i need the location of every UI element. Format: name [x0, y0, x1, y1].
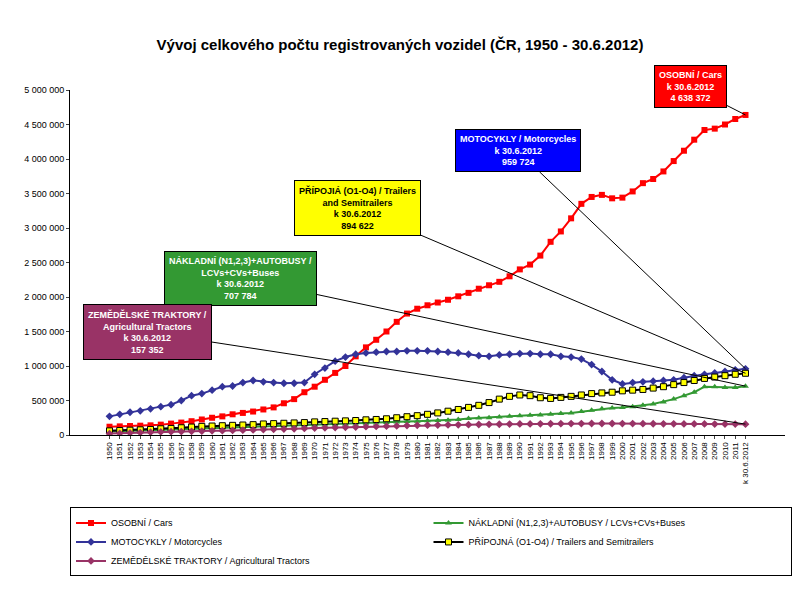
svg-text:1963: 1963: [238, 442, 247, 460]
svg-text:2008: 2008: [700, 442, 709, 460]
svg-text:2000: 2000: [618, 442, 627, 460]
svg-text:1984: 1984: [454, 442, 463, 460]
svg-text:1983: 1983: [444, 442, 453, 460]
svg-text:ZEMĚDĚLSKÉ TRAKTORY /Agricultu: ZEMĚDĚLSKÉ TRAKTORY /Agricultural Tracto…: [88, 309, 207, 355]
svg-text:1955: 1955: [156, 442, 165, 460]
svg-text:1968: 1968: [290, 442, 299, 460]
svg-text:4 000 000: 4 000 000: [24, 154, 64, 164]
svg-text:1991: 1991: [526, 442, 535, 460]
svg-text:1952: 1952: [126, 442, 135, 460]
svg-text:1958: 1958: [187, 442, 196, 460]
svg-text:1994: 1994: [556, 442, 565, 460]
svg-text:1989: 1989: [505, 442, 514, 460]
svg-text:1970: 1970: [310, 442, 319, 460]
svg-text:2009: 2009: [710, 442, 719, 460]
svg-text:1988: 1988: [495, 442, 504, 460]
svg-text:2006: 2006: [680, 442, 689, 460]
svg-text:2004: 2004: [659, 442, 668, 460]
svg-text:1998: 1998: [597, 442, 606, 460]
svg-text:ZEMĚDĚLSKÉ TRAKTORY / Agricult: ZEMĚDĚLSKÉ TRAKTORY / Agricultural Tract…: [111, 556, 310, 566]
svg-text:1995: 1995: [567, 442, 576, 460]
svg-text:1987: 1987: [485, 442, 494, 460]
svg-text:1967: 1967: [279, 442, 288, 460]
svg-text:2007: 2007: [690, 442, 699, 460]
svg-text:500 000: 500 000: [32, 396, 65, 406]
svg-text:4 500 000: 4 500 000: [24, 120, 64, 130]
svg-text:1956: 1956: [167, 442, 176, 460]
svg-text:1992: 1992: [536, 442, 545, 460]
svg-text:PŘÍPOJNÁ (O1-O4) / Trailers an: PŘÍPOJNÁ (O1-O4) / Trailers and Semitrai…: [469, 537, 655, 547]
svg-text:1954: 1954: [146, 442, 155, 460]
svg-text:1960: 1960: [208, 442, 217, 460]
svg-text:1985: 1985: [464, 442, 473, 460]
svg-text:3 500 000: 3 500 000: [24, 189, 64, 199]
svg-text:1969: 1969: [300, 442, 309, 460]
svg-text:NÁKLADNÍ (N1,2,3)+AUTOBUSY / L: NÁKLADNÍ (N1,2,3)+AUTOBUSY / LCVs+CVs+Bu…: [469, 518, 686, 528]
svg-text:2002: 2002: [639, 442, 648, 460]
svg-text:1950: 1950: [105, 442, 114, 460]
svg-text:1966: 1966: [269, 442, 278, 460]
svg-text:1999: 1999: [608, 442, 617, 460]
svg-text:2011: 2011: [731, 442, 740, 460]
svg-text:2005: 2005: [669, 442, 678, 460]
svg-text:1997: 1997: [587, 442, 596, 460]
svg-text:1973: 1973: [341, 442, 350, 460]
svg-text:1971: 1971: [321, 442, 330, 460]
svg-text:2 000 000: 2 000 000: [24, 292, 64, 302]
svg-text:k 30.6.2012: k 30.6.2012: [741, 442, 750, 484]
svg-text:1 000 000: 1 000 000: [24, 361, 64, 371]
svg-text:2010: 2010: [721, 442, 730, 460]
svg-text:1953: 1953: [136, 442, 145, 460]
svg-text:MOTOCYKLY / Motorcycles: MOTOCYKLY / Motorcycles: [111, 537, 223, 547]
svg-text:NÁKLADNÍ (N1,2,3)+AUTOBUSY /LC: NÁKLADNÍ (N1,2,3)+AUTOBUSY /LCVs+CVs+Bus…: [169, 256, 312, 301]
svg-text:1964: 1964: [249, 442, 258, 460]
svg-text:OSOBNÍ / Carsk 30.6.20124 638: OSOBNÍ / Carsk 30.6.20124 638 372: [659, 70, 722, 103]
svg-text:1975: 1975: [362, 442, 371, 460]
svg-text:MOTOCYKLY / Motorcyclesk 30.6.: MOTOCYKLY / Motorcyclesk 30.6.2012959 72…: [460, 134, 576, 167]
svg-text:1996: 1996: [577, 442, 586, 460]
svg-text:1976: 1976: [372, 442, 381, 460]
svg-text:5 000 000: 5 000 000: [24, 85, 64, 95]
svg-text:1951: 1951: [115, 442, 124, 460]
svg-text:2 500 000: 2 500 000: [24, 258, 64, 268]
svg-text:PŘÍPOJIÁ (O1-O4) / Trailersand: PŘÍPOJIÁ (O1-O4) / Trailersand Semitrail…: [299, 185, 416, 231]
svg-text:1982: 1982: [433, 442, 442, 460]
svg-text:1981: 1981: [423, 442, 432, 460]
svg-text:1962: 1962: [228, 442, 237, 460]
svg-text:Vývoj celkového počtu registro: Vývoj celkového počtu registrovaných voz…: [157, 36, 644, 53]
svg-text:1977: 1977: [382, 442, 391, 460]
svg-text:1978: 1978: [392, 442, 401, 460]
svg-text:OSOBNÍ / Cars: OSOBNÍ / Cars: [111, 518, 173, 528]
svg-text:1965: 1965: [259, 442, 268, 460]
svg-text:1 500 000: 1 500 000: [24, 327, 64, 337]
svg-text:2003: 2003: [649, 442, 658, 460]
svg-text:1974: 1974: [351, 442, 360, 460]
svg-text:1961: 1961: [218, 442, 227, 460]
svg-text:3 000 000: 3 000 000: [24, 223, 64, 233]
svg-text:1990: 1990: [515, 442, 524, 460]
svg-text:1993: 1993: [546, 442, 555, 460]
svg-text:1986: 1986: [474, 442, 483, 460]
svg-text:1980: 1980: [413, 442, 422, 460]
svg-text:0: 0: [59, 430, 64, 440]
svg-text:1972: 1972: [331, 442, 340, 460]
svg-text:2001: 2001: [628, 442, 637, 460]
svg-text:1957: 1957: [177, 442, 186, 460]
svg-text:1979: 1979: [403, 442, 412, 460]
svg-text:1959: 1959: [197, 442, 206, 460]
